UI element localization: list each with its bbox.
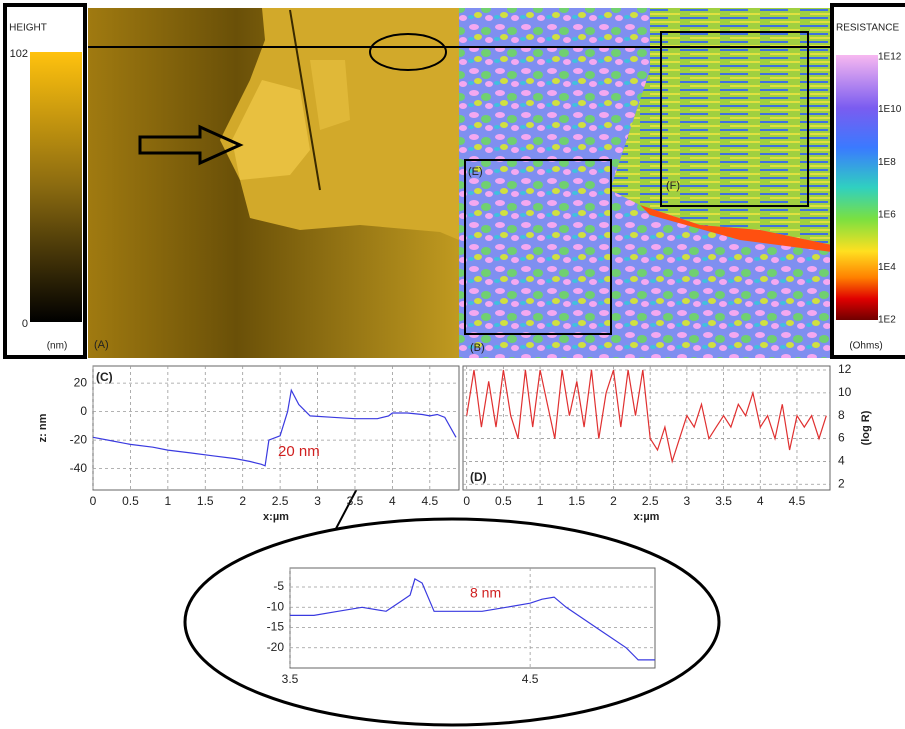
y-tick-label: 12 [838,362,852,376]
plot-area [462,365,831,491]
x-tick-label: 4.5 [789,494,806,508]
resistance-title: RESISTANCE [836,23,899,34]
x-tick-label: 4 [389,494,396,508]
flake-edge [640,205,832,252]
panel-label: (A) [94,339,109,351]
x-tick-label: 4.5 [421,494,438,508]
x-tick-label: 3 [684,494,691,508]
y-tick-label: 6 [838,431,845,445]
data-line [466,369,827,464]
fold [289,9,321,191]
resistance-tick: 1E6 [878,209,896,220]
x-tick-label: 1.5 [568,494,585,508]
resistance-colorbar [836,55,878,320]
y-tick-label: 20 [74,375,88,389]
flake [220,8,459,240]
y-tick-label: 10 [838,385,852,399]
x-tick-label: 0.5 [122,494,139,508]
resistance-tick: 1E8 [878,157,896,168]
x-tick-label: 3.5 [282,672,299,686]
x-tick-label: 2.5 [642,494,659,508]
panel-label: (C) [96,370,113,384]
x-tick-label: 1 [537,494,544,508]
arrow [138,124,244,166]
plot-area [289,567,656,669]
x-tick-label: 2 [239,494,246,508]
annotation: 8 nm [470,585,501,601]
region-e [464,159,612,335]
highlight-ellipse [369,33,447,71]
annotation: 20 nm [278,443,320,460]
x-tick-label: 3.5 [347,494,364,508]
y-tick-label: 8 [838,408,845,422]
y-tick-label: 4 [838,454,845,468]
x-tick-label: 3.5 [715,494,732,508]
resistance-tick: 1E2 [878,315,896,326]
resistance-unit: (Ohms) [849,341,882,352]
y-tick-label: -15 [267,620,285,634]
flake [232,80,310,180]
x-tick-label: 2 [610,494,617,508]
panel-label: (F) [666,180,680,192]
height-unit: (nm) [47,341,68,352]
x-tick-label: 1 [165,494,172,508]
x-axis-label: x:µm [263,511,289,523]
plot-area [92,365,460,491]
x-tick-label: 4 [757,494,764,508]
height-colorbar [30,52,82,322]
data-line [92,388,457,467]
x-tick-label: 2.5 [272,494,289,508]
flake [310,60,350,130]
region-f [660,31,809,207]
data-line [290,578,655,661]
panel-label: (B) [470,342,485,354]
resistance-tick: 1E10 [878,104,902,115]
y-tick-label: 0 [80,404,87,418]
x-tick-label: 0 [90,494,97,508]
y-tick-label: -20 [267,640,285,654]
height-max: 102 [10,48,28,60]
x-tick-label: 4.5 [522,672,539,686]
x-tick-label: 1.5 [197,494,214,508]
y-tick-label: -40 [70,461,88,475]
flake-region [610,8,832,245]
resistance-tick: 1E4 [878,262,896,273]
panel-label: (D) [470,470,487,484]
height-min: 0 [22,318,28,330]
height-title: HEIGHT [9,23,47,34]
x-tick-label: 0.5 [495,494,512,508]
x-tick-label: 0 [463,494,470,508]
x-axis-label: x:µm [634,511,660,523]
y-tick-label: -20 [70,432,88,446]
y-tick-label: -10 [267,599,285,613]
resistance-tick: 1E12 [878,52,902,63]
y-tick-label: 2 [838,476,845,490]
y-axis-label: z: nm [37,413,49,442]
y-axis-label: (log R) [860,410,872,445]
y-tick-label: -5 [273,579,284,593]
panel-label: (E) [468,166,483,178]
x-tick-label: 3 [314,494,321,508]
